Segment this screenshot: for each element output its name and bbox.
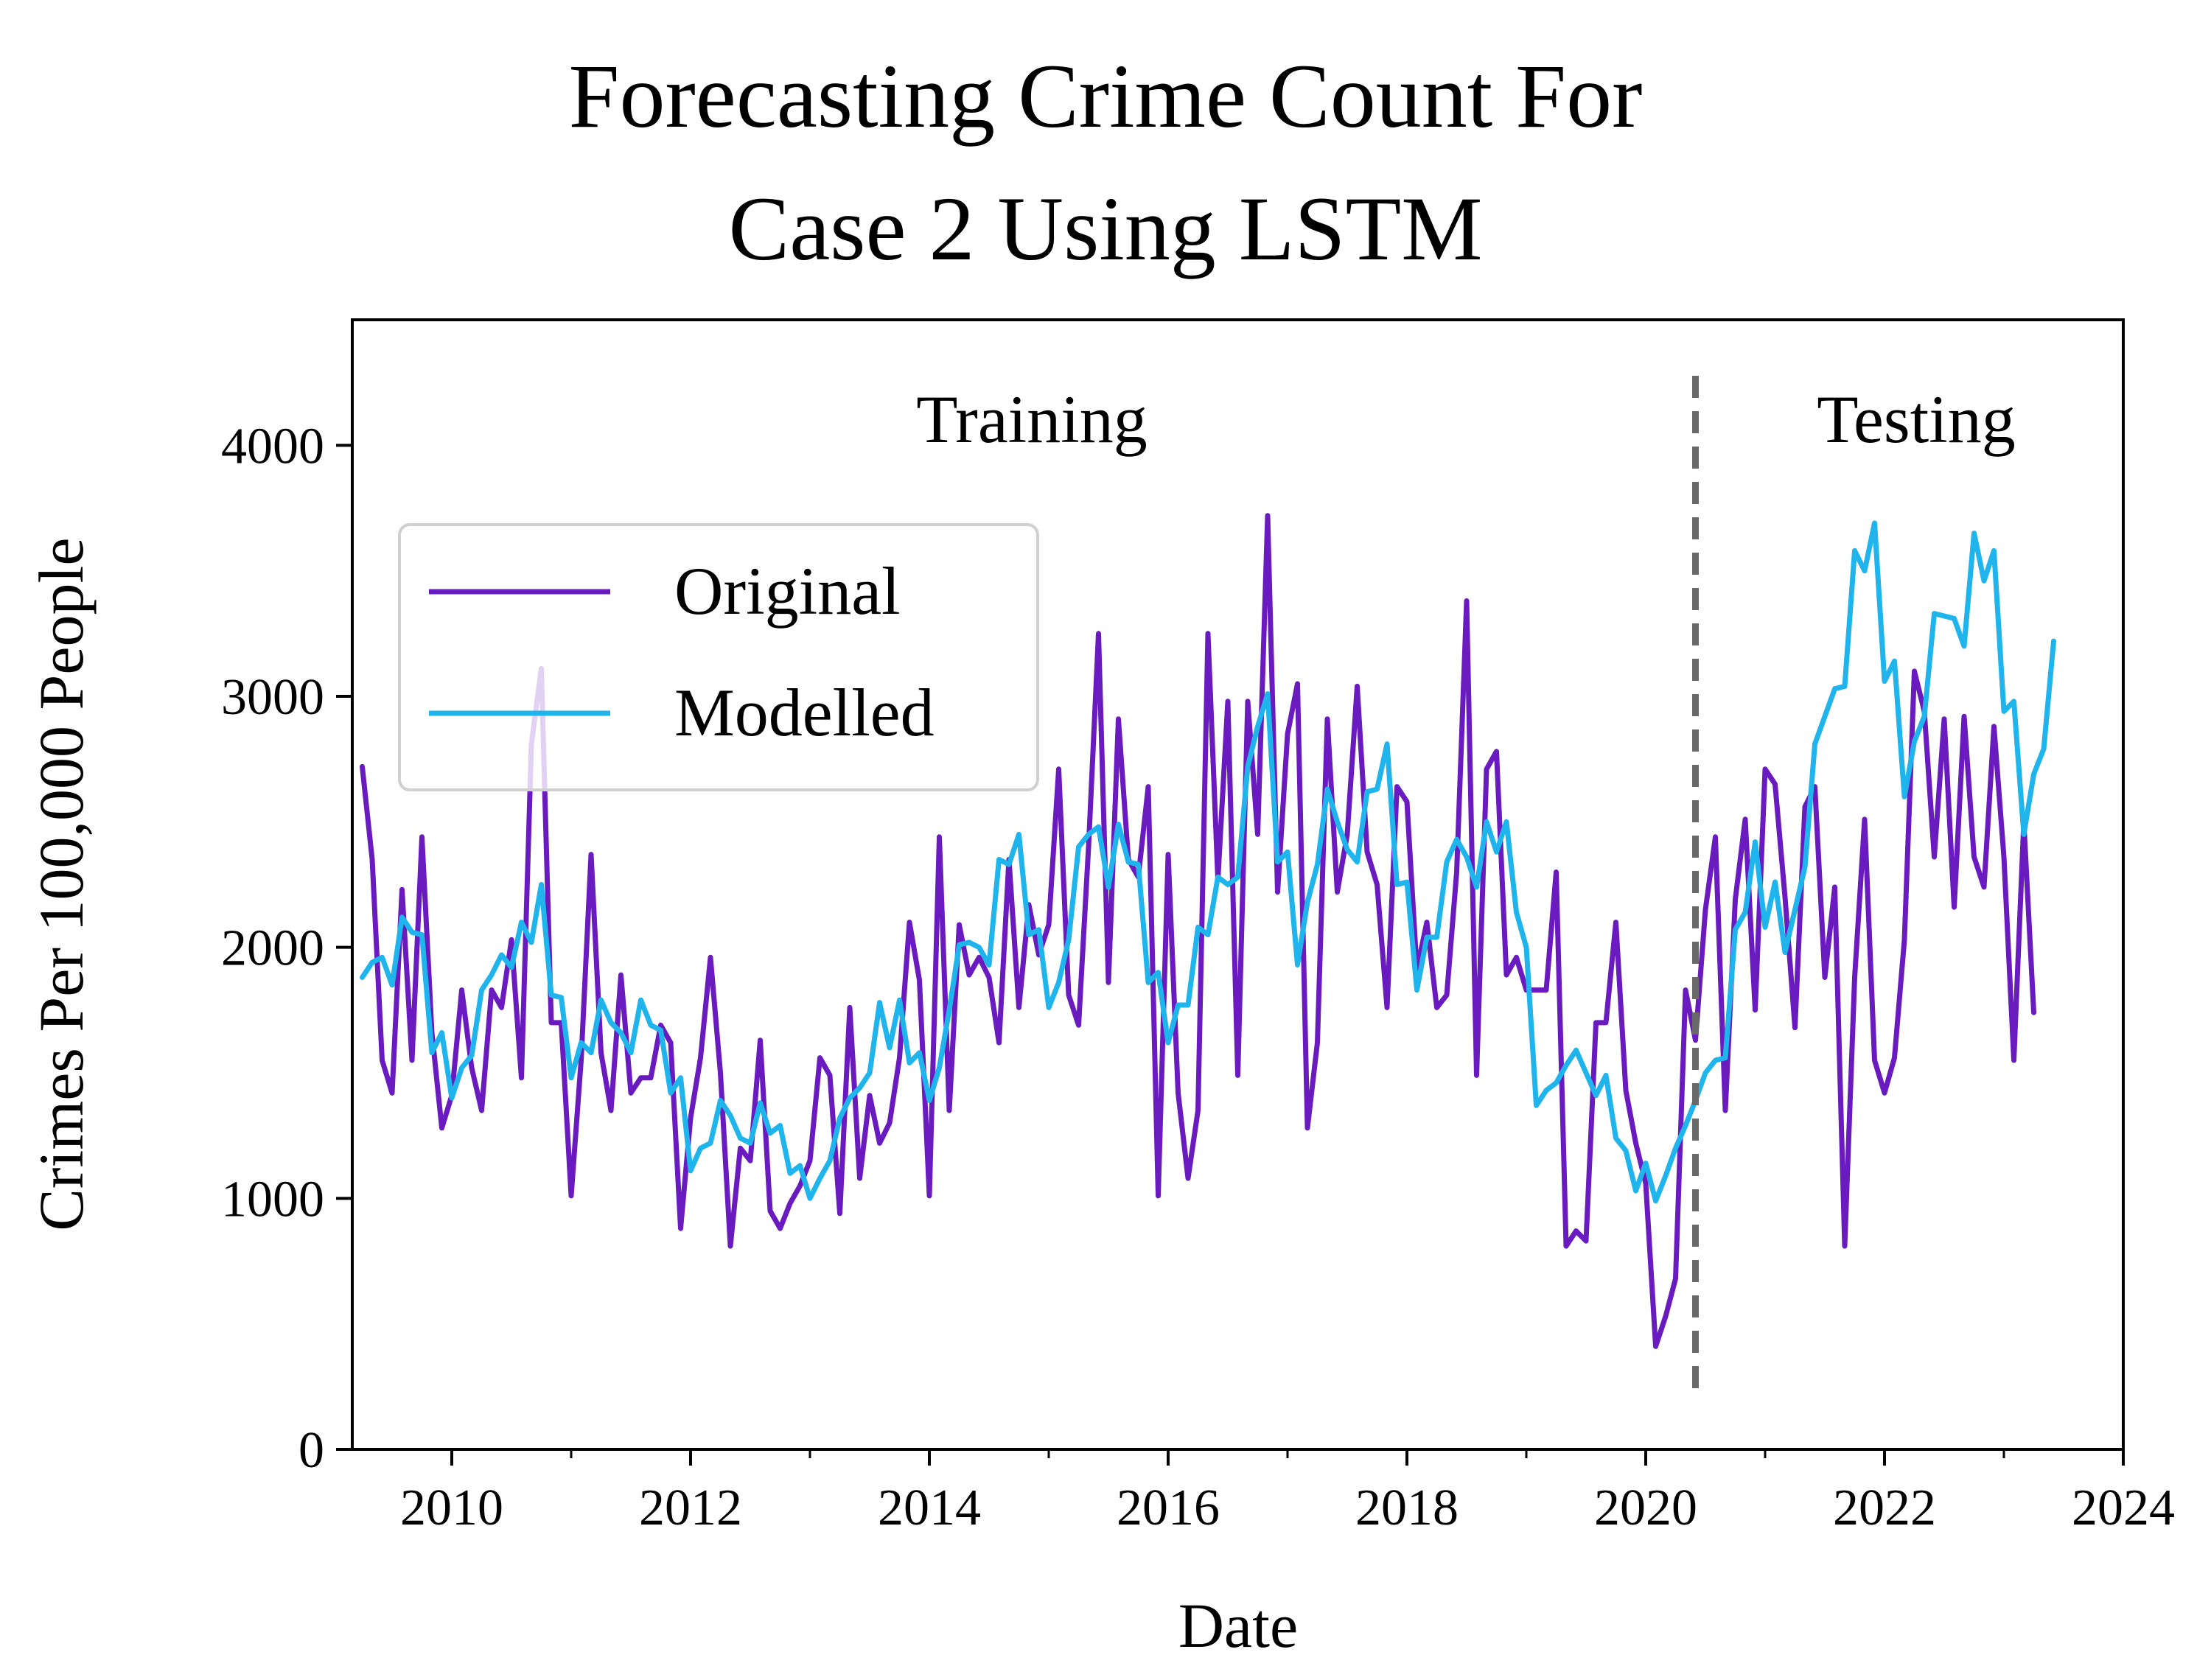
x-tick-label: 2010 bbox=[400, 1480, 503, 1536]
x-axis-label: Date bbox=[1178, 1590, 1298, 1661]
testing-annotation: Testing bbox=[1817, 382, 2016, 457]
plot-area bbox=[360, 376, 2056, 1389]
x-tick-label: 2022 bbox=[1833, 1480, 1936, 1536]
x-tick-label: 2014 bbox=[878, 1480, 981, 1536]
plot-frame bbox=[351, 318, 2125, 1451]
y-tick-label: 0 bbox=[298, 1422, 324, 1479]
y-axis-label: Crimes Per 100,000 People bbox=[26, 537, 97, 1231]
x-axis: 2010 2012 2014 2016 2018 2020 2022 2024 bbox=[400, 1449, 2175, 1536]
y-tick-label: 1000 bbox=[221, 1171, 324, 1228]
chart-title-line-1: Forecasting Crime Count For bbox=[569, 46, 1643, 147]
y-axis: 0 1000 2000 3000 4000 bbox=[221, 418, 352, 1479]
training-annotation: Training bbox=[916, 382, 1148, 457]
chart-title-line-2: Case 2 Using LSTM bbox=[729, 178, 1483, 279]
series-line-original bbox=[360, 513, 2036, 1349]
series-line-modelled bbox=[360, 520, 2056, 1204]
y-tick-label: 2000 bbox=[221, 920, 324, 977]
legend-label-modelled: Modelled bbox=[674, 675, 935, 750]
x-tick-label: 2016 bbox=[1117, 1480, 1220, 1536]
x-tick-label: 2020 bbox=[1594, 1480, 1697, 1536]
legend-label-original: Original bbox=[674, 553, 901, 629]
x-tick-label: 2024 bbox=[2072, 1480, 2175, 1536]
x-tick-label: 2012 bbox=[639, 1480, 742, 1536]
x-tick-label: 2018 bbox=[1355, 1480, 1459, 1536]
y-tick-label: 4000 bbox=[221, 418, 324, 475]
legend: Original Modelled bbox=[398, 523, 1039, 791]
y-tick-label: 3000 bbox=[221, 669, 324, 726]
